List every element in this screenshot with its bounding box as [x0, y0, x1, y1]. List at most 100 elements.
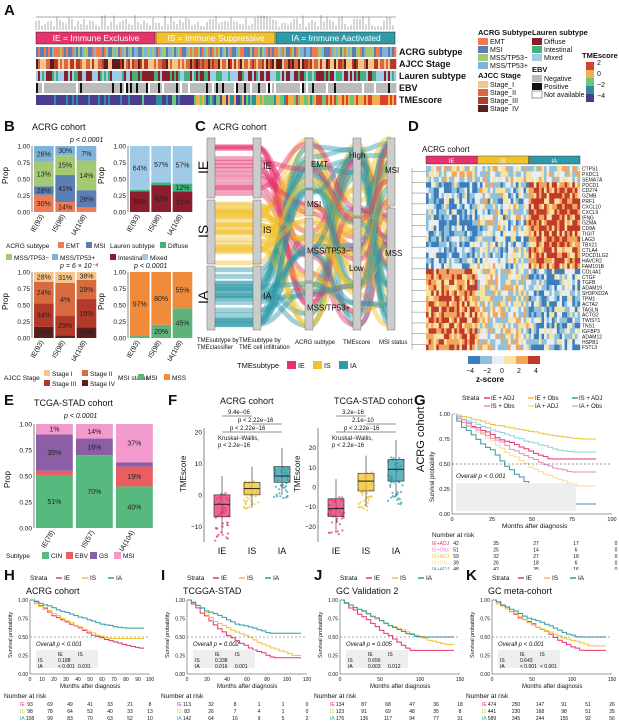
heatmap-cell [436, 285, 440, 291]
km-risk-value: 26 [609, 702, 615, 708]
heatmap-cell [541, 214, 545, 221]
heatmap-cell [533, 247, 537, 253]
track-cell [36, 59, 39, 69]
track-cell [140, 59, 143, 69]
track-cell [334, 71, 337, 81]
track-cell [130, 59, 133, 69]
heatmap-cell [454, 230, 457, 237]
heatmap-cell [490, 214, 493, 221]
heatmap-cell [469, 198, 473, 205]
heatmap-cell [505, 166, 509, 172]
heatmap-cell [464, 333, 468, 340]
heatmap-cell [572, 317, 576, 324]
heatmap-cell [428, 198, 432, 205]
heatmap-cell [472, 344, 475, 351]
heatmap-cell [433, 279, 437, 286]
f-left-box [273, 466, 291, 483]
track-cell [40, 47, 43, 57]
heatmap-cell [490, 166, 493, 172]
track-cell [98, 95, 101, 105]
track-cell [76, 47, 79, 57]
track-cell [364, 59, 367, 69]
heatmap-cell [482, 193, 486, 199]
axis-1a: TMEsubtype by [239, 338, 281, 344]
heatmap-cell [544, 322, 547, 329]
gene-label: FSTL3 [582, 345, 597, 351]
heatmap-cell [562, 333, 565, 340]
track-cell [168, 71, 171, 81]
heatmap-cell [528, 209, 532, 215]
heatmap-cell [503, 241, 506, 248]
f-right-jitter [361, 493, 364, 497]
track-cell [196, 59, 199, 69]
acrg-bar-seg [34, 194, 54, 212]
track-cell [202, 59, 205, 69]
km-xtick: 10 [39, 677, 45, 683]
heatmap-cell [520, 225, 524, 232]
heatmap-cell [503, 187, 506, 194]
heatmap-cell [554, 290, 558, 297]
heatmap-cell [472, 285, 475, 291]
heatmap-cell [438, 241, 442, 248]
track-cell [338, 47, 341, 57]
track-cell [240, 47, 243, 57]
heatmap-cell [482, 182, 486, 188]
tme-gradient [586, 86, 594, 94]
heatmap-cell [503, 225, 506, 232]
acrg-legend-swatch [52, 254, 58, 260]
track-cell [160, 71, 163, 81]
heatmap-cell [567, 236, 570, 242]
msi-ytick: 0.50 [113, 303, 126, 310]
legend-ebv-swatch [532, 75, 542, 82]
g-risk-value: 42 [453, 541, 459, 547]
track-cell [140, 47, 143, 57]
track-cell [156, 83, 159, 93]
track-cell [296, 59, 299, 69]
heatmap-cell [567, 187, 570, 194]
heatmap-cell [572, 166, 576, 172]
track-cell [338, 59, 341, 69]
heatmap-cell [461, 225, 465, 232]
track-cell [232, 59, 235, 69]
heatmap-cell [446, 306, 450, 313]
track-cell [292, 83, 295, 93]
heatmap-cell [520, 166, 524, 172]
track-cell [90, 83, 93, 93]
node-tmecell [252, 199, 262, 265]
heatmap-cell [461, 295, 465, 302]
track-cell [202, 71, 205, 81]
heatmap-cell [544, 258, 547, 264]
km-risk-value: 9 [258, 716, 261, 722]
heatmap-cell [523, 258, 527, 264]
track-cell [88, 47, 91, 57]
heatmap-cell [500, 301, 504, 307]
heatmap-cell [574, 268, 578, 275]
heatmap-cell [454, 279, 457, 286]
track-cell [380, 71, 383, 81]
heatmap-cell [533, 214, 537, 221]
heatmap-cell [518, 285, 522, 291]
heatmap-cell [467, 247, 470, 253]
track-cell [194, 71, 197, 81]
heatmap-cell [449, 193, 452, 199]
track-cell [166, 71, 169, 81]
track-cell [240, 83, 243, 93]
ajcc-bar-seg [76, 327, 97, 338]
track-cell [276, 71, 279, 81]
track-cell [228, 47, 231, 57]
heatmap-cell [436, 171, 440, 178]
heatmap-cell [433, 263, 437, 270]
track-cell [346, 83, 349, 93]
heatmap-cell [490, 274, 493, 280]
track-cell [156, 71, 159, 81]
track-cell [332, 47, 335, 57]
heatmap-cell [559, 263, 563, 270]
heatmap-cell [446, 290, 450, 297]
heatmap-cell [531, 322, 534, 329]
heatmap-cell [549, 176, 552, 183]
heatmap-cell [477, 268, 481, 275]
tcga-bar-label: 35% [47, 450, 61, 457]
heatmap-cell [443, 322, 447, 329]
heatmap-cell [523, 274, 527, 280]
lauren-ytick: 0.50 [113, 177, 126, 184]
